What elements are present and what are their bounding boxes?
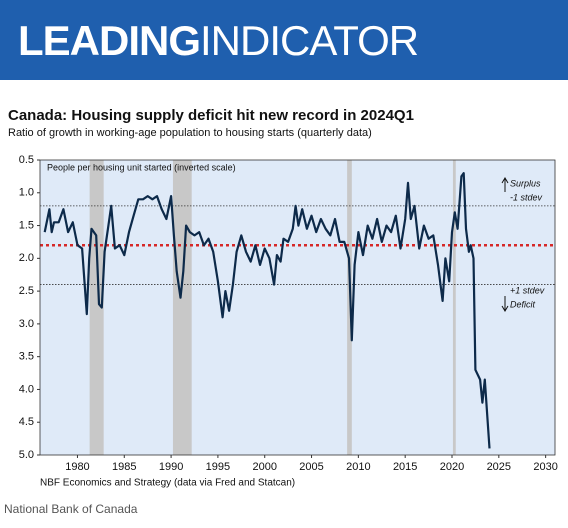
chart-subtitle: Ratio of growth in working-age populatio… [8,127,372,139]
recession-band [172,160,192,455]
deficit-label: Deficit [510,299,536,309]
x-tick-label: 2015 [393,461,417,473]
x-tick-label: 1990 [159,461,183,473]
recession-band [452,160,456,455]
y-tick-label: 1.5 [19,219,34,231]
y-tick-label: 4.0 [19,383,34,395]
brand-light: INDICATOR [200,17,418,64]
x-tick-label: 2000 [252,461,276,473]
plot-frame [39,159,556,456]
x-tick-label: 1985 [112,461,136,473]
plot: 0.5 1.0 1.5 2.0 2.5 3.0 3.5 4.0 4.5 5.0 1980 1985 19… [19,154,558,473]
y-tick-label: 2.5 [19,285,34,297]
x-tick-label: 2030 [533,461,557,473]
x-tick-label: 2010 [346,461,370,473]
minus-stdev-label: -1 stdev [510,192,543,202]
x-tick-label: 2005 [299,461,323,473]
recession-band [347,160,352,455]
y-tick-label: 4.5 [19,416,34,428]
y-tick-label: 3.0 [19,318,34,330]
recession-band [89,160,104,455]
deficit-arrow [501,296,509,312]
y-axis-label: People per housing unit started (inverte… [47,162,236,172]
brand: LEADINGINDICATOR [18,17,418,64]
y-tick-label: 2.0 [19,252,34,264]
plus-stdev-label: +1 stdev [510,285,545,295]
brand-bold: LEADING [18,17,200,64]
x-tick-label: 2025 [487,461,511,473]
x-tick-label: 2020 [440,461,464,473]
footer-credit: National Bank of Canada [4,502,138,516]
plot-background [40,160,555,455]
y-tick-label: 1.0 [19,187,34,199]
chart-title: Canada: Housing supply deficit hit new r… [8,107,414,124]
x-tick-label: 1995 [206,461,230,473]
y-tick-label: 3.5 [19,351,34,363]
source: NBF Economics and Strategy (data via Fre… [40,478,295,489]
y-tick-label: 0.5 [19,154,34,166]
x-tick-label: 1980 [65,461,89,473]
surplus-arrow [501,177,509,192]
banner [0,0,568,80]
surplus-label: Surplus [510,178,541,188]
series-line [43,172,491,449]
y-tick-label: 5.0 [19,449,34,461]
